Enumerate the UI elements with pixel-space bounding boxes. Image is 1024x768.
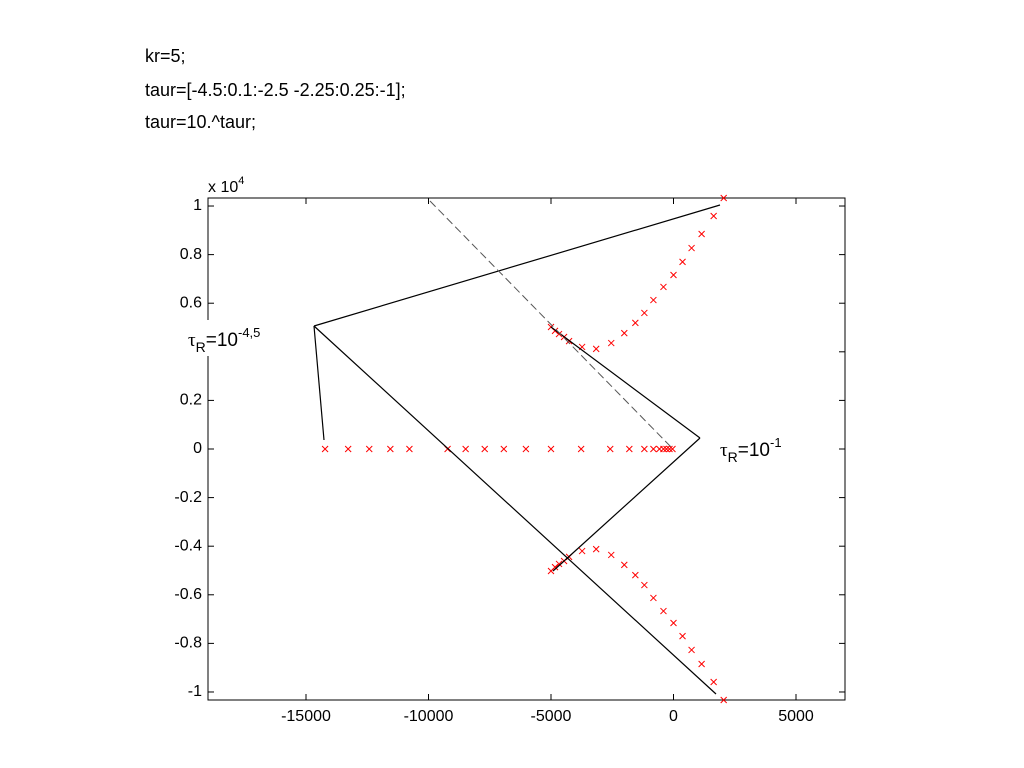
- annotation-line: [313, 204, 721, 327]
- data-point: [641, 445, 648, 453]
- data-point: [660, 445, 667, 453]
- data-point: [670, 271, 677, 279]
- code-line: taur=10.^taur;: [145, 112, 256, 132]
- data-point: [698, 230, 705, 238]
- data-point: [660, 607, 667, 615]
- ann-sup: -1: [770, 435, 782, 450]
- code-line: kr=5;: [145, 46, 186, 66]
- data-point: [386, 445, 394, 453]
- data-point: [660, 283, 667, 291]
- data-point: [555, 560, 563, 568]
- data-point: [669, 445, 676, 453]
- x-tick-label: 0: [669, 708, 678, 725]
- annotation-line: [313, 325, 325, 441]
- data-point: [620, 561, 628, 569]
- multiplier-exp: 4: [238, 175, 244, 187]
- data-point: [365, 445, 373, 453]
- y-tick-label: 0.2: [180, 392, 202, 409]
- data-point: [720, 194, 728, 202]
- y-multiplier: x 104: [208, 175, 244, 196]
- annotation: τR=10-4,5: [188, 325, 260, 355]
- data-point: [551, 563, 559, 571]
- multiplier-base: x 10: [208, 179, 238, 196]
- y-tick-label: 1: [193, 197, 202, 214]
- data-point: [632, 319, 639, 327]
- data-point: [720, 696, 728, 704]
- ann-base: τ: [188, 330, 196, 351]
- data-point: [592, 345, 600, 353]
- data-point: [688, 244, 695, 252]
- ann-text: =10: [206, 330, 238, 351]
- data-point: [650, 445, 657, 453]
- y-tick-label: -0.8: [174, 635, 202, 652]
- data-point: [547, 445, 555, 453]
- x-tick-label: 5000: [778, 708, 814, 725]
- ann-sub: R: [196, 339, 206, 355]
- data-point: [650, 296, 657, 304]
- y-tick-label: -1: [188, 683, 202, 700]
- ann-sup: -4,5: [238, 325, 260, 340]
- data-point: [592, 545, 600, 553]
- ann-text: =10: [738, 440, 770, 461]
- data-point: [663, 445, 670, 453]
- annotation-line: [550, 326, 701, 439]
- data-point: [670, 619, 677, 627]
- data-point: [578, 547, 586, 555]
- data-point: [688, 646, 695, 654]
- data-point: [406, 445, 413, 453]
- x-tick-label: -5000: [531, 708, 572, 725]
- data-point: [344, 445, 352, 453]
- data-point: [641, 309, 648, 317]
- y-tick-label: -0.4: [174, 537, 202, 554]
- data-point: [632, 571, 639, 579]
- data-point: [522, 445, 530, 453]
- annotation: τR=10-1: [720, 435, 782, 465]
- ann-sub: R: [728, 449, 738, 465]
- data-point: [641, 581, 648, 589]
- y-tick-label: 0.8: [180, 246, 202, 263]
- annotation-lines: [313, 204, 721, 695]
- data-point: [625, 445, 633, 453]
- y-tick-label: -0.2: [174, 489, 202, 506]
- data-point: [710, 212, 718, 220]
- data-point: [321, 445, 329, 453]
- data-point: [607, 551, 615, 559]
- data-point: [577, 445, 585, 453]
- data-point: [607, 339, 615, 347]
- annotation-line: [313, 325, 717, 695]
- x-tick-label: -10000: [404, 708, 454, 725]
- data-point: [462, 445, 469, 453]
- annotation-line: [552, 437, 701, 572]
- ann-base: τ: [720, 440, 728, 461]
- x-tick-label: -15000: [281, 708, 331, 725]
- data-point: [710, 678, 718, 686]
- data-point: [481, 445, 489, 453]
- data-point: [666, 445, 673, 453]
- data-point: [606, 445, 614, 453]
- y-tick-label: 0: [193, 440, 202, 457]
- data-point: [679, 632, 686, 640]
- code-line: taur=[-4.5:0.1:-2.5 -2.25:0.25:-1];: [145, 80, 406, 100]
- y-tick-label: 0.6: [180, 294, 202, 311]
- dashed-line: [429, 200, 674, 450]
- y-tick-label: -0.6: [174, 586, 202, 603]
- data-point: [650, 594, 657, 602]
- data-point: [698, 660, 705, 668]
- data-point: [620, 329, 628, 337]
- label-background: [180, 320, 298, 356]
- data-point: [500, 445, 508, 453]
- data-point: [679, 258, 686, 266]
